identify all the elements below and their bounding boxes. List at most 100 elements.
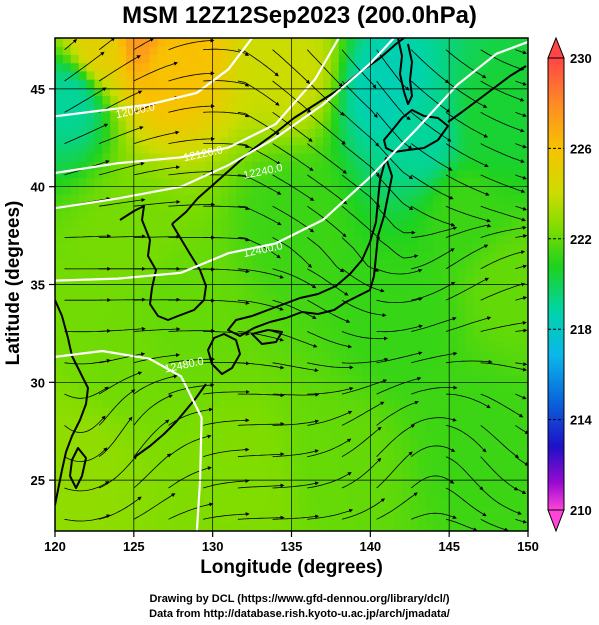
temperature-cell [362,284,371,294]
temperature-cell [70,440,80,450]
temperature-cell [78,218,88,228]
temperature-cell [260,424,269,433]
temperature-cell [362,498,371,507]
temperature-cell [441,251,450,261]
temperature-cell [307,522,316,531]
temperature-cell [457,350,466,359]
temperature-cell [157,374,166,384]
temperature-cell [433,489,442,499]
temperature-cell [394,309,403,318]
temperature-cell [126,259,135,269]
temperature-cell [409,103,419,113]
temperature-cell [512,440,521,450]
temperature-cell [394,218,403,228]
temperature-cell [78,144,88,154]
streamline [515,111,527,117]
temperature-cell [133,383,143,392]
temperature-cell [78,473,88,483]
temperature-cell [449,465,458,475]
temperature-cell [110,235,119,244]
temperature-cell [354,506,364,516]
temperature-cell [417,54,427,64]
temperature-cell [496,194,505,203]
streamline [203,299,250,305]
temperature-cell [496,333,505,343]
streamline [445,316,492,332]
temperature-cell [417,407,427,417]
temperature-cell [449,112,458,121]
temperature-cell [157,366,166,376]
temperature-cell [110,161,119,171]
temperature-cell [330,325,340,335]
temperature-cell [149,38,159,47]
temperature-cell [149,62,159,72]
y-axis-title: Latitude (degrees) [3,200,24,366]
streamline [515,487,527,494]
temperature-cell [165,489,174,499]
temperature-cell [496,342,505,351]
temperature-cell [62,383,72,392]
coastline-ryukyu [135,383,207,457]
temperature-cell [401,407,411,417]
temperature-cell [267,87,277,97]
temperature-cell [401,144,411,154]
temperature-cell [394,366,403,376]
temperature-cell [386,292,395,302]
temperature-cell [126,342,135,351]
temperature-cell [394,276,403,286]
temperature-cell [425,227,434,236]
temperature-cell [212,87,222,97]
temperature-cell [102,448,111,458]
temperature-cell [118,210,127,220]
temperature-cell [149,218,159,228]
temperature-cell [330,522,340,531]
temperature-cell [267,424,277,433]
temperature-cell [236,70,245,80]
temperature-cell [252,202,261,212]
temperature-cell [228,235,237,244]
streamline [133,394,173,426]
temperature-cell [275,522,285,531]
temperature-cell [449,292,458,302]
temperature-cell [86,374,95,384]
temperature-cell [275,432,285,442]
temperature-cell [110,62,119,72]
temperature-cell [149,514,159,524]
temperature-cell [204,136,214,146]
temperature-cell [260,251,269,261]
temperature-cell [417,79,427,88]
temperature-cell [220,259,229,269]
temperature-cell [126,120,135,129]
temperature-cell [472,243,482,253]
temperature-cell [252,95,261,105]
temperature-cell [283,424,293,433]
temperature-cell [62,457,72,466]
temperature-cell [512,276,521,286]
temperature-cell [496,514,505,524]
temperature-cell [260,465,269,475]
temperature-cell [267,284,277,294]
temperature-cell [394,177,403,187]
temperature-cell [110,333,119,343]
temperature-cell [330,185,340,195]
temperature-cell [149,358,159,368]
temperature-cell [244,473,253,483]
temperature-cell [315,473,324,483]
temperature-cell [464,473,474,483]
temperature-cell [181,103,190,113]
temperature-cell [94,79,103,88]
temperature-cell [55,498,64,507]
temperature-cell [118,522,127,531]
temperature-cell [354,416,364,425]
temperature-cell [252,70,261,80]
temperature-cell [433,202,442,212]
temperature-cell [252,399,261,409]
temperature-cell [378,38,387,47]
temperature-cell [165,169,174,179]
temperature-cell [204,268,214,277]
temperature-cell [204,227,214,236]
temperature-cell [133,522,143,531]
temperature-cell [504,473,513,483]
temperature-cell [94,185,103,195]
streamline [98,55,141,82]
